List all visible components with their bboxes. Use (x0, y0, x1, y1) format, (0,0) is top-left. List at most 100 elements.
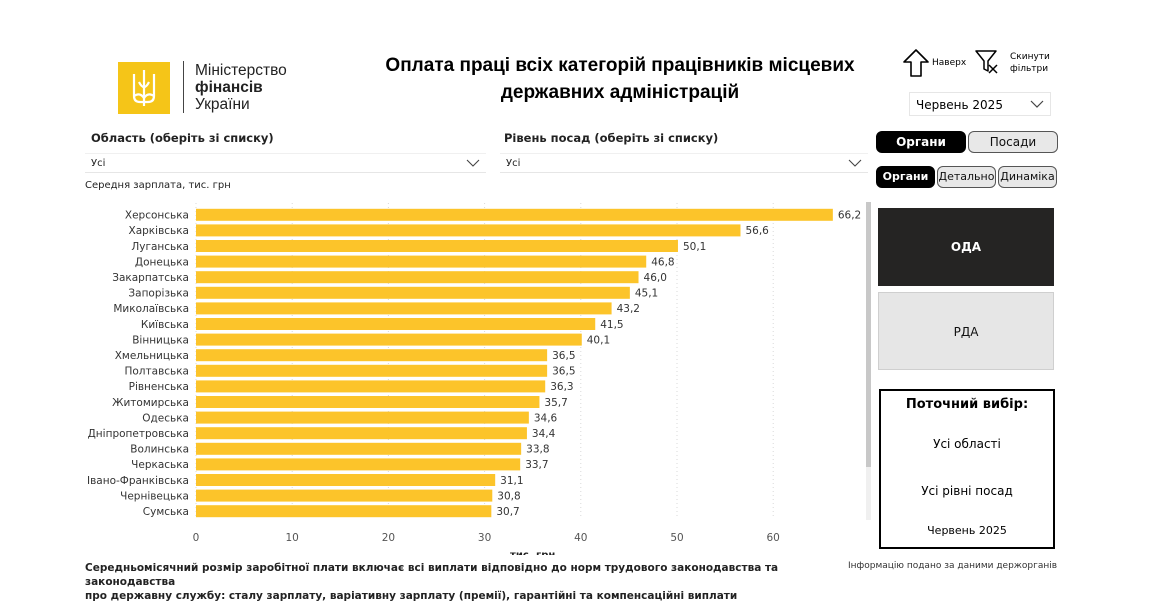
category-label: Вінницька (132, 334, 189, 346)
footnote-line1: Середньомісячний розмір заробітної плати… (85, 562, 779, 588)
bar[interactable] (196, 318, 596, 330)
x-tick-label: 60 (767, 532, 780, 544)
bar[interactable] (196, 489, 493, 502)
bar-value-label: 40,1 (587, 334, 610, 346)
oda-button[interactable]: ОДА (878, 208, 1054, 286)
category-label: Дніпропетровська (88, 428, 189, 440)
month-dropdown[interactable]: Червень 2025 (909, 92, 1051, 116)
toggle-organs[interactable]: Органи (876, 131, 966, 153)
current-selection-title: Поточний вибір: (905, 397, 1029, 412)
category-label: Івано-Франківська (87, 475, 189, 487)
category-label: Хмельницька (115, 350, 189, 362)
bar[interactable] (196, 240, 678, 252)
bar[interactable] (196, 411, 529, 424)
bar[interactable] (196, 364, 548, 377)
x-tick-label: 30 (478, 532, 491, 544)
rda-button[interactable]: РДА (878, 292, 1054, 370)
category-label: Донецька (135, 256, 189, 268)
category-label: Одеська (142, 412, 189, 424)
bar-value-label: 36,5 (552, 350, 575, 362)
bar[interactable] (196, 286, 630, 299)
bar[interactable] (196, 333, 582, 346)
x-tick-label: 10 (286, 532, 299, 544)
chart-scrollbar-thumb[interactable] (866, 202, 871, 467)
bar[interactable] (196, 224, 741, 237)
category-label: Полтавська (124, 366, 189, 378)
logo-line2: фінансів (195, 79, 263, 96)
bar-value-label: 36,5 (552, 366, 575, 378)
bar[interactable] (196, 302, 612, 315)
x-axis-title: тис. грн (510, 550, 555, 555)
current-selection-regions: Усі області (933, 437, 1001, 451)
bar-value-label: 34,4 (532, 428, 556, 440)
salary-bar-chart: 66,2 56,6 50,1 46,8 46,0 45,1 43,2 41,5 40,1 36,5… (87, 203, 861, 555)
bar-value-label: 66,2 (838, 210, 861, 222)
category-label: Чернівецька (120, 490, 189, 502)
x-tick-label: 40 (574, 532, 587, 544)
bar[interactable] (196, 208, 833, 221)
ministry-logo-text: Міністерство фінансів України (195, 62, 287, 113)
category-label: Житомирська (112, 397, 189, 409)
toggle-positions[interactable]: Посади (968, 131, 1058, 153)
category-label: Київська (141, 319, 189, 331)
source-note: Інформацію подано за даними держорганів (848, 561, 1058, 571)
level-filter-label: Рівень посад (оберіть зі списку) (504, 131, 719, 145)
bar-value-label: 33,8 (526, 444, 549, 456)
footnote: Середньомісячний розмір заробітної плати… (85, 561, 845, 603)
bar[interactable] (196, 255, 647, 268)
category-label: Миколаївська (113, 303, 189, 315)
reset-filters-button[interactable]: Скинути фільтри (974, 48, 1054, 78)
bar[interactable] (196, 396, 540, 408)
bar[interactable] (196, 458, 521, 471)
bar-value-label: 46,0 (644, 272, 667, 284)
chevron-down-icon (848, 159, 862, 167)
x-tick-label: 0 (193, 532, 200, 544)
bar-value-label: 31,1 (500, 475, 523, 487)
bar-value-label: 45,1 (635, 288, 658, 300)
title-line2: державних адміністрацій (500, 82, 740, 103)
bar-value-label: 30,7 (496, 506, 519, 518)
level-dropdown[interactable]: Усі (500, 153, 868, 173)
chevron-down-icon (1030, 100, 1044, 108)
current-selection-levels: Усі рівні посад (921, 484, 1013, 498)
current-selection-panel: Поточний вибір: Усі області Усі рівні по… (879, 389, 1055, 549)
arrow-up-icon (903, 49, 929, 77)
logo-line3: України (195, 96, 250, 113)
page-title: Оплата праці всіх категорій працівників … (300, 52, 940, 106)
bar[interactable] (196, 349, 548, 362)
tab-organs[interactable]: Органи (876, 166, 935, 188)
category-label: Закарпатська (112, 272, 189, 284)
bar-value-label: 56,6 (745, 225, 769, 237)
tab-dynamics[interactable]: Динаміка (998, 166, 1057, 188)
bar-value-label: 34,6 (534, 412, 558, 424)
bar[interactable] (196, 442, 522, 455)
x-tick-label: 20 (382, 532, 395, 544)
footnote-line2: про державну службу: сталу зарплату, вар… (85, 590, 738, 602)
category-label: Луганська (131, 241, 189, 253)
bar[interactable] (196, 474, 496, 486)
bar[interactable] (196, 271, 639, 284)
category-label: Херсонська (125, 210, 189, 222)
back-to-top-button[interactable]: Наверх (902, 48, 972, 78)
chevron-down-icon (466, 159, 480, 167)
bar-value-label: 35,7 (544, 397, 567, 409)
tab-detailed[interactable]: Детально (937, 166, 996, 188)
bar-value-label: 33,7 (525, 459, 548, 471)
current-selection-month: Червень 2025 (927, 524, 1007, 537)
x-tick-label: 50 (670, 532, 683, 544)
clear-filter-icon (975, 50, 998, 74)
bar-value-label: 30,8 (497, 490, 520, 502)
bar[interactable] (196, 427, 527, 440)
bar-value-label: 46,8 (651, 256, 674, 268)
category-label: Волинська (130, 444, 189, 456)
level-dropdown-value: Усі (506, 158, 521, 169)
region-filter-label: Область (оберіть зі списку) (91, 131, 274, 145)
bar[interactable] (196, 505, 492, 518)
bar[interactable] (196, 380, 546, 393)
month-dropdown-value: Червень 2025 (916, 98, 1003, 112)
category-label: Рівненська (129, 381, 189, 393)
reset-label-line2: фільтри (1010, 64, 1049, 74)
region-dropdown[interactable]: Усі (85, 153, 486, 173)
category-label: Запорізька (128, 288, 189, 300)
reset-label-line1: Скинути (1010, 52, 1050, 62)
